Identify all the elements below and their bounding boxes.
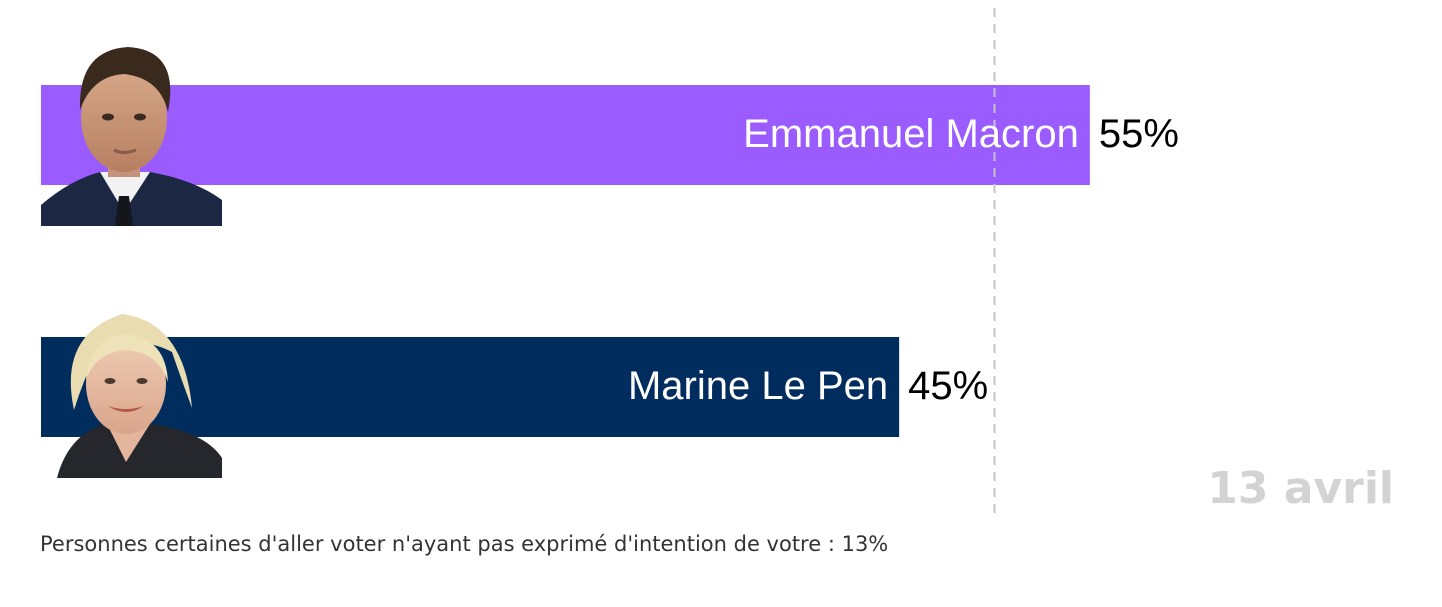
value-label-marine-le-pen: 45% xyxy=(908,364,988,408)
bar-label-emmanuel-macron: Emmanuel Macron xyxy=(743,112,1079,156)
date-label: 13 avril xyxy=(1207,463,1394,514)
value-label-emmanuel-macron: 55% xyxy=(1099,112,1179,156)
bar-emmanuel-macron xyxy=(41,85,1090,185)
portrait-marine-le-pen xyxy=(57,314,222,478)
portrait-emmanuel-macron xyxy=(41,47,222,226)
footnote: Personnes certaines d'aller voter n'ayan… xyxy=(40,532,889,556)
bar-label-marine-le-pen: Marine Le Pen xyxy=(628,364,888,408)
bar-marine-le-pen xyxy=(41,337,900,437)
